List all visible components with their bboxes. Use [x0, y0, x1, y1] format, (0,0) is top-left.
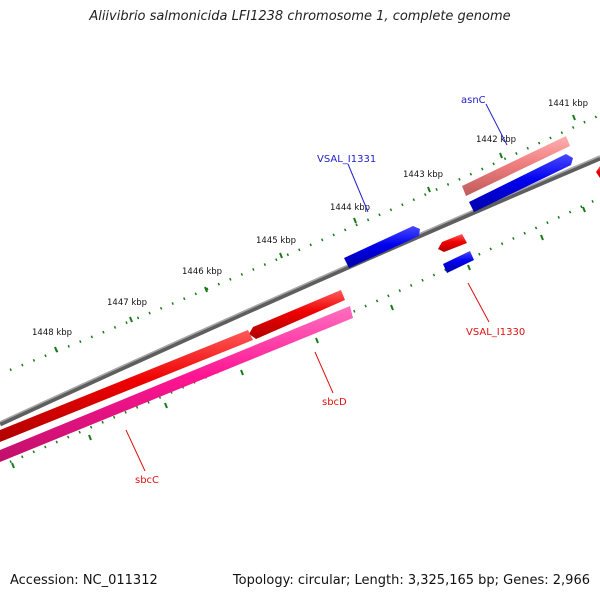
outer-major-ticks — [54, 114, 576, 353]
kbp-label-1447: 1447 kbp — [107, 298, 147, 308]
gene-label-asnC[interactable]: asnC — [461, 95, 486, 106]
kbp-label-1443: 1443 kbp — [403, 170, 443, 180]
accession-text: Accession: NC_011312 — [10, 573, 158, 588]
genome-summary-text: Topology: circular; Length: 3,325,165 bp… — [232, 573, 590, 588]
cds-feature-VSAL_I1331[interactable] — [344, 226, 420, 268]
kbp-label-1444: 1444 kbp — [330, 203, 370, 213]
leader-line-sbcD — [314, 351, 334, 394]
gene-feature-VSAL_I1330[interactable] — [443, 251, 474, 273]
kbp-label-1441: 1441 kbp — [548, 99, 588, 109]
cds-feature-edge[interactable] — [596, 166, 600, 178]
map-title: Aliivibrio salmonicida LFI1238 chromosom… — [89, 9, 511, 24]
backbone-highlight — [0, 155, 600, 423]
gene-label-sbcD[interactable]: sbcD — [322, 397, 347, 408]
kbp-label-1445: 1445 kbp — [256, 236, 296, 246]
kbp-label-1442: 1442 kbp — [476, 135, 516, 145]
cds-feature-sbcD[interactable] — [249, 290, 345, 339]
gene-feature-asnC[interactable] — [462, 136, 570, 196]
cds-feature-VSAL_I1330[interactable] — [438, 234, 467, 252]
gene-feature-sbcD-sbcC[interactable] — [0, 306, 353, 462]
cds-feature-asnC[interactable] — [469, 154, 573, 212]
leader-line-asnC — [485, 103, 508, 146]
inner-major-ticks — [11, 206, 586, 469]
gene-label-VSAL_I1330[interactable]: VSAL_I1330 — [466, 327, 525, 338]
chromosome-backbone — [0, 155, 600, 427]
gene-label-sbcC[interactable]: sbcC — [135, 475, 159, 486]
cds-feature-sbcC[interactable] — [0, 330, 253, 442]
leader-line-sbcC — [125, 429, 146, 472]
gene-label-VSAL_I1331[interactable]: VSAL_I1331 — [317, 154, 376, 165]
kbp-label-1448: 1448 kbp — [32, 328, 72, 338]
kbp-label-1446: 1446 kbp — [182, 267, 222, 277]
leader-line-VSAL_I1331 — [347, 163, 369, 213]
leader-line-VSAL_I1330 — [467, 282, 490, 323]
